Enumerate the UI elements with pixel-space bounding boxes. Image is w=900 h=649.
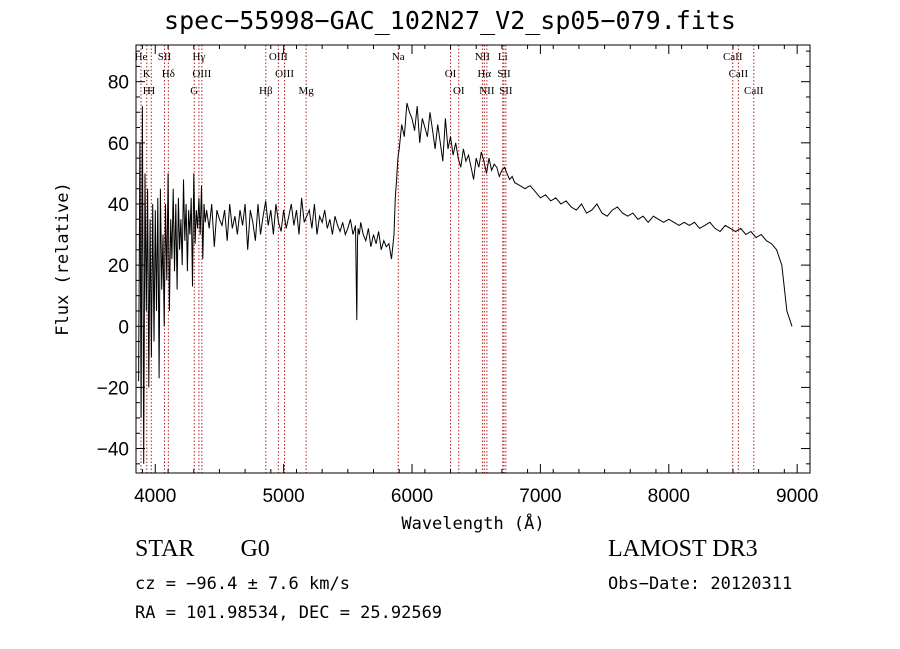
y-tick-label: 20 (108, 256, 129, 277)
line-marker-labels: HeKHHSIIHδGHγOIIIHβOIIIOIIIMgNaOIOINIIHα… (135, 51, 764, 97)
x-tick-label: 6000 (391, 486, 433, 507)
chart-title: spec−55998−GAC_102N27_V2_sp05−079.fits (164, 6, 736, 35)
x-tick-label: 7000 (519, 486, 561, 507)
line-marker-label: Na (392, 51, 405, 63)
line-marker-label: H (147, 85, 155, 97)
x-tick-label: 4000 (134, 486, 176, 507)
x-axis-ticks: 4000 5000 6000 7000 8000 9000 (134, 45, 818, 507)
line-marker-label: Hγ (193, 51, 206, 63)
axes-frame (135, 44, 811, 474)
line-markers (140, 45, 755, 473)
line-marker-label: NII (479, 85, 495, 97)
line-marker-label: OI (453, 85, 465, 97)
line-marker-label: OIII (192, 68, 211, 80)
line-marker-label: Hβ (259, 85, 273, 97)
line-marker-label: K (143, 68, 151, 80)
x-axis-label: Wavelength (Å) (401, 512, 544, 534)
redshift-velocity: cz = −96.4 ± 7.6 km/s (135, 574, 350, 594)
ra-dec-coordinates: RA = 101.98534, DEC = 25.92569 (135, 603, 443, 623)
y-tick-label: −40 (97, 440, 129, 461)
y-axis-label: Flux (relative) (53, 182, 73, 336)
line-marker-label: G (190, 85, 198, 97)
y-tick-label: 40 (108, 195, 129, 216)
line-marker-label: OIII (269, 51, 288, 63)
line-marker-label: Hδ (162, 68, 175, 80)
line-marker-label: OI (445, 68, 457, 80)
x-tick-label: 9000 (776, 486, 818, 507)
line-marker-label: NII (475, 51, 491, 63)
line-marker-label: CaII (744, 85, 764, 97)
observation-date: Obs−Date: 20120311 (608, 574, 793, 594)
line-marker-label: SII (158, 51, 172, 63)
object-subclass: G0 (240, 536, 270, 562)
object-class: STAR (135, 536, 195, 562)
object-class-line: STAR G0 (135, 536, 270, 563)
survey-name: LAMOST DR3 (608, 536, 758, 562)
y-axis-ticks: −40 −20 0 20 40 60 80 (97, 50, 810, 465)
line-marker-label: Mg (298, 85, 314, 97)
line-marker-label: Li (498, 51, 508, 63)
line-marker-label: H (143, 85, 151, 97)
line-marker-label: SII (497, 68, 511, 80)
line-marker-label: He (135, 51, 148, 63)
y-tick-label: 0 (118, 317, 129, 338)
y-tick-label: −20 (97, 378, 129, 399)
line-marker-label: CaII (729, 68, 749, 80)
line-marker-label: CaII (723, 51, 743, 63)
y-tick-label: 80 (108, 73, 129, 94)
x-tick-label: 5000 (262, 486, 304, 507)
x-tick-label: 8000 (648, 486, 690, 507)
spectrum-line (138, 102, 793, 464)
line-marker-label: OIII (275, 68, 294, 80)
line-marker-label: Hα (477, 68, 491, 80)
y-tick-label: 60 (108, 134, 129, 155)
line-marker-label: SII (499, 85, 513, 97)
